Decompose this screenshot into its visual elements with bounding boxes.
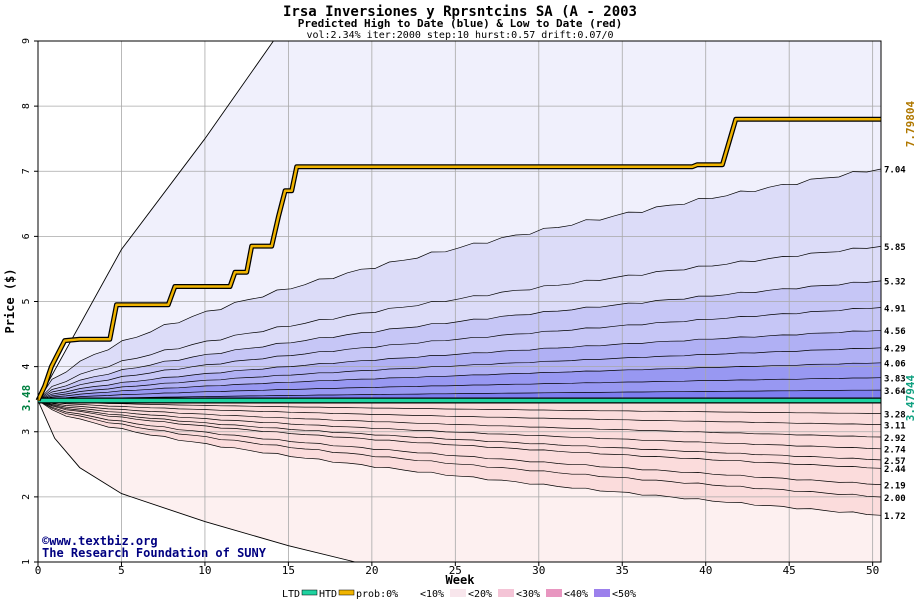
legend-label-50: <50% [612, 589, 636, 600]
band-end-label: 3.28 [884, 411, 906, 421]
band-end-label: 2.00 [884, 494, 906, 504]
band-end-label: 2.19 [884, 482, 906, 492]
quantile-line [37, 246, 882, 401]
band-end-label: 7.04 [884, 166, 906, 176]
quantile-line [37, 377, 882, 401]
band-end-label: 3.64 [884, 387, 906, 397]
x-tick-label: 45 [783, 564, 796, 577]
band-end-label: 5.32 [884, 278, 906, 288]
legend-ltd-swatch [301, 589, 318, 596]
y-tick-label: 7 [21, 168, 32, 174]
x-tick-label: 30 [532, 564, 545, 577]
htd-line [36, 117, 881, 402]
x-axis-label: Week [446, 573, 476, 587]
band-end-label: 3.11 [884, 422, 906, 432]
chart-params: vol:2.34% iter:2000 step:10 hurst:0.57 d… [306, 30, 613, 41]
y-tick-label: 5 [21, 298, 32, 304]
quantile-line [37, 280, 882, 401]
band-end-label: 3.83 [884, 375, 906, 385]
legend: LTD HTD prob:0% <10% <20% <30% <40% <50% [282, 589, 636, 600]
quantile-line [37, 329, 882, 401]
x-tick-label: 40 [699, 564, 712, 577]
quantile-line [37, 400, 882, 498]
x-axis-ticks: 0 5 10 15 20 25 30 35 40 45 50 [35, 562, 879, 577]
x-tick-label: 0 [35, 564, 42, 577]
quantile-line [37, 389, 882, 401]
x-tick-label: 10 [198, 564, 211, 577]
quantile-line [37, 347, 882, 401]
quantile-line [37, 400, 882, 485]
legend-swatch-40 [594, 589, 610, 597]
quantile-line [37, 362, 882, 401]
legend-label-40: <40% [564, 589, 588, 600]
y-tick-label: 4 [21, 364, 32, 370]
y-axis-label: Price ($) [3, 268, 17, 333]
quantile-line [37, 168, 882, 401]
legend-label-20: <20% [468, 589, 492, 600]
legend-swatch-0 [402, 589, 418, 597]
y-tick-label: 8 [21, 103, 32, 109]
x-tick-label: 15 [282, 564, 295, 577]
band-end-label: 4.06 [884, 360, 906, 370]
band-end-label: 2.57 [884, 457, 906, 467]
band-end-label: 4.56 [884, 327, 906, 337]
quantile-line [37, 400, 882, 425]
start-price-label: 3.48 [20, 385, 33, 412]
y-tick-label: 9 [21, 38, 32, 44]
htd-series [35, 116, 881, 402]
envelope-lines [37, 40, 356, 563]
chart-title: Irsa Inversiones y Rprsntcins SA (A - 20… [283, 4, 637, 20]
band-end-labels: 7.04 5.85 5.32 4.91 4.56 4.29 4.06 3.83 3.64 3.28… [884, 166, 906, 522]
band-end-label: 4.91 [884, 304, 906, 314]
x-tick-label: 50 [866, 564, 879, 577]
legend-label-30: <30% [516, 589, 540, 600]
band-lower-9 [38, 400, 881, 516]
envelope-lower-line [37, 400, 356, 563]
legend-swatch-20 [498, 589, 514, 597]
legend-htd-swatch [338, 589, 355, 596]
legend-ltd-label: LTD [282, 589, 300, 600]
quantile-line [37, 400, 882, 414]
quantile-line [37, 400, 882, 469]
band-end-label: 2.74 [884, 446, 906, 456]
legend-htd-label: HTD [319, 589, 337, 600]
quantile-line [37, 400, 882, 450]
legend-swatch-10 [450, 589, 466, 597]
quantile-line [37, 307, 882, 401]
htd-final-label: 7.79804 [904, 100, 917, 147]
chart-subtitle: Predicted High to Date (blue) & Low to D… [298, 17, 623, 30]
legend-prob-label: prob:0% [356, 589, 398, 600]
band-end-label: 5.85 [884, 243, 906, 253]
watermark-org: The Research Foundation of SUNY [42, 546, 267, 560]
quantile-line [37, 400, 882, 438]
x-tick-label: 25 [449, 564, 462, 577]
x-tick-label: 20 [365, 564, 378, 577]
x-tick-label: 5 [118, 564, 125, 577]
watermark-site: ©www.textbiz.org [42, 534, 158, 548]
ltd-final-label: 3.47944 [904, 374, 917, 421]
y-tick-label: 1 [21, 559, 32, 565]
quantile-line [37, 400, 882, 516]
envelope-upper-line [37, 40, 274, 401]
y-tick-label: 3 [21, 429, 32, 435]
quantile-lines [37, 168, 882, 516]
y-tick-label: 2 [21, 494, 32, 500]
band-end-label: 4.29 [884, 345, 906, 355]
y-axis-ticks: 1 2 3 4 5 6 7 8 9 [21, 38, 38, 565]
y-tick-label: 6 [21, 233, 32, 239]
legend-label-10: <10% [420, 589, 444, 600]
band-end-label: 2.92 [884, 434, 906, 444]
legend-swatch-30 [546, 589, 562, 597]
quantile-line [37, 400, 882, 461]
band-end-label: 1.72 [884, 512, 906, 522]
x-tick-label: 35 [616, 564, 629, 577]
band-end-label: 2.44 [884, 465, 906, 475]
